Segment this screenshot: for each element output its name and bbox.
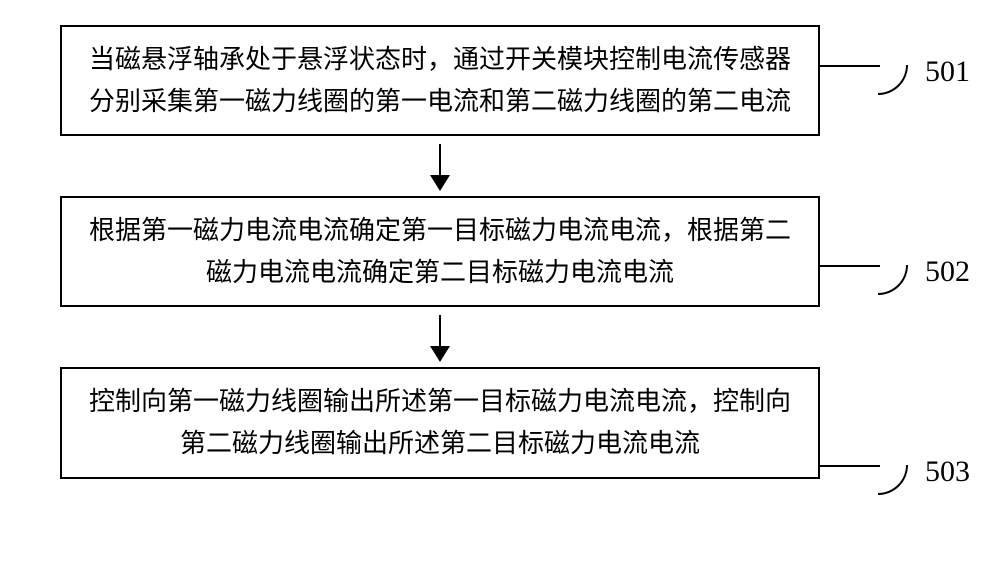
flowchart-container: 当磁悬浮轴承处于悬浮状态时，通过开关模块控制电流传感器分别采集第一磁力线圈的第一…: [60, 25, 940, 479]
connector-curve-503: [878, 465, 908, 495]
arrow-2-3: [60, 307, 820, 367]
step-box-501: 当磁悬浮轴承处于悬浮状态时，通过开关模块控制电流传感器分别采集第一磁力线圈的第一…: [60, 25, 820, 136]
connector-501: [820, 65, 880, 67]
step-label-503: 503: [925, 455, 970, 489]
step-text-501: 当磁悬浮轴承处于悬浮状态时，通过开关模块控制电流传感器分别采集第一磁力线圈的第一…: [89, 45, 791, 116]
arrow-1-2: [60, 136, 820, 196]
step-box-502: 根据第一磁力电流电流确定第一目标磁力电流电流，根据第二磁力电流电流确定第二目标磁…: [60, 196, 820, 307]
connector-503: [820, 465, 880, 467]
step-text-502: 根据第一磁力电流电流确定第一目标磁力电流电流，根据第二磁力电流电流确定第二目标磁…: [89, 216, 791, 287]
step-box-503: 控制向第一磁力线圈输出所述第一目标磁力电流电流，控制向第二磁力线圈输出所述第二目…: [60, 367, 820, 478]
arrow-shape-1: [439, 144, 441, 189]
step-label-502: 502: [925, 255, 970, 289]
connector-502: [820, 265, 880, 267]
connector-curve-502: [878, 265, 908, 295]
arrow-shape-2: [439, 315, 441, 360]
step-label-501: 501: [925, 55, 970, 89]
connector-curve-501: [878, 65, 908, 95]
step-text-503: 控制向第一磁力线圈输出所述第一目标磁力电流电流，控制向第二磁力线圈输出所述第二目…: [89, 387, 791, 458]
